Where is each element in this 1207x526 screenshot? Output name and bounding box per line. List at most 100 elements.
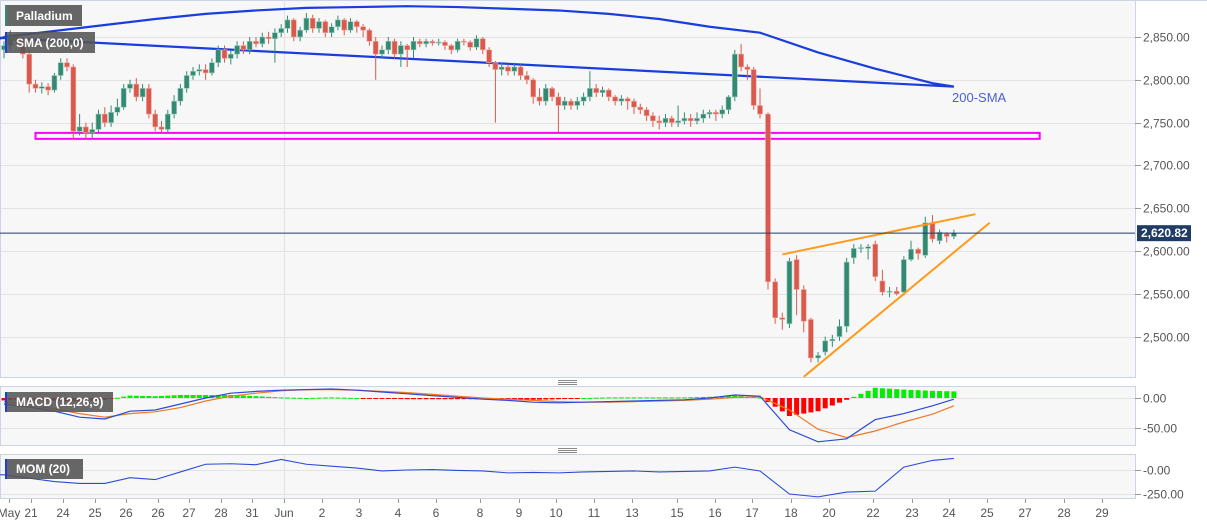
candle: [114, 98, 121, 116]
candle: [57, 58, 64, 80]
candle: [815, 352, 821, 363]
date-tick-label: 16: [708, 506, 722, 520]
candle-body-down: [83, 126, 89, 134]
candle-body-up: [278, 28, 285, 34]
candle: [45, 83, 51, 96]
mom-axis-tick-label: -250.00: [1143, 488, 1184, 502]
candle: [391, 38, 398, 59]
symbol-label: Palladium: [16, 9, 73, 23]
candle-body-down: [146, 88, 152, 115]
candle: [605, 88, 612, 102]
candle: [779, 312, 786, 330]
macd-histogram-bar: [429, 398, 435, 400]
candle: [587, 71, 593, 102]
candle-body-up: [234, 45, 240, 55]
candle: [76, 114, 83, 136]
candle: [901, 256, 907, 296]
macd-histogram-bar: [518, 398, 524, 400]
candle-body-down: [530, 79, 537, 98]
macd-histogram-bar: [259, 396, 265, 398]
macd-histogram-bar: [700, 396, 706, 398]
candle: [599, 86, 606, 97]
candle-body-up: [57, 62, 64, 76]
macd-histogram-bar: [637, 397, 643, 399]
macd-histogram-bar: [341, 397, 347, 399]
candle-body-down: [505, 66, 511, 72]
candle-body-down: [687, 118, 694, 122]
macd-histogram-bar: [511, 398, 517, 400]
candle-body-down: [765, 113, 771, 283]
date-tick-label: 20: [822, 506, 836, 520]
candle: [177, 84, 184, 106]
candle: [328, 23, 335, 37]
candle: [89, 122, 95, 139]
candle: [102, 107, 108, 127]
candle-body-down: [429, 40, 436, 44]
date-tick-label: 23: [905, 506, 919, 520]
macd-histogram-bar: [272, 397, 278, 399]
macd-histogram-bar: [593, 397, 599, 399]
candle-body-down: [202, 69, 209, 74]
macd-histogram-bar: [240, 395, 246, 398]
candle-body-up: [498, 66, 505, 70]
candle-body-up: [561, 100, 568, 106]
candle-body-up: [108, 112, 114, 123]
mom-legend[interactable]: MOM (20): [5, 459, 83, 479]
macd-histogram-bar: [822, 398, 828, 409]
macd-histogram-bar: [894, 389, 900, 398]
candle-body-down: [624, 98, 631, 102]
macd-histogram-bar: [929, 390, 935, 398]
candle: [379, 45, 385, 59]
candle: [650, 112, 656, 127]
macd-panel[interactable]: [0, 386, 1136, 446]
sma-legend-label: SMA (200,0): [16, 36, 84, 50]
candle-body-down: [757, 105, 763, 115]
macd-histogram-bar: [215, 395, 221, 398]
momentum-line: [0, 457, 954, 498]
date-tick-label: 17: [745, 506, 759, 520]
macd-histogram-bar: [285, 397, 290, 399]
candle: [618, 95, 625, 106]
macd-histogram-bar: [247, 395, 253, 398]
sma-legend[interactable]: SMA (200,0): [5, 32, 95, 53]
candle-body-up: [272, 32, 278, 40]
candle: [694, 112, 700, 125]
price-panel[interactable]: [0, 0, 1136, 378]
candle-body-down: [800, 289, 807, 322]
macd-legend[interactable]: MACD (12,26,9): [5, 392, 113, 412]
price-axis-tick-label: 2,550.00: [1143, 288, 1190, 302]
candle: [284, 15, 291, 33]
macd-histogram-bar: [423, 398, 429, 400]
mom-panel-resize-handle[interactable]: [558, 448, 577, 453]
macd-signal-line: [3, 389, 955, 439]
symbol-color-marker: [5, 5, 7, 26]
sma-200-line-start: [0, 35, 5, 40]
date-tick-label: 24: [56, 506, 70, 520]
candle: [253, 37, 259, 48]
candle-body-up: [662, 118, 669, 123]
macd-histogram-bar: [688, 397, 694, 399]
trendline-lower[interactable]: [803, 221, 991, 378]
candle-body-up: [706, 112, 713, 115]
mom-axis-tick-label: -0.00: [1143, 464, 1171, 478]
mom-panel[interactable]: [0, 454, 1136, 499]
macd-histogram-bar: [404, 398, 410, 400]
macd-panel-resize-handle[interactable]: [558, 380, 577, 385]
candle: [675, 105, 681, 127]
candle: [228, 49, 234, 65]
symbol-legend[interactable]: Palladium: [5, 5, 82, 26]
candle: [83, 122, 89, 140]
candle-body-down: [158, 126, 165, 130]
candle: [624, 96, 631, 110]
macd-histogram-bar: [631, 397, 637, 399]
candle-body-down: [479, 38, 486, 51]
trendline-upper[interactable]: [782, 213, 976, 256]
macd-histogram-bar: [625, 397, 631, 399]
macd-histogram-bar: [348, 397, 353, 399]
candle: [536, 88, 543, 106]
candle-body-up: [165, 113, 171, 130]
candle: [385, 37, 392, 55]
macd-histogram-bar: [757, 397, 763, 399]
candle: [454, 38, 461, 53]
candle: [943, 232, 950, 243]
